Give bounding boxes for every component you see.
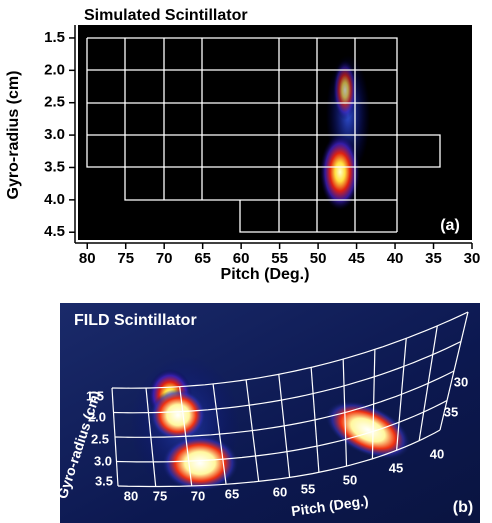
strike-map-line <box>111 387 119 487</box>
x-axis-title: Pitch (Deg.) <box>221 266 310 283</box>
panel-label: (a) <box>440 217 460 234</box>
radius-label: 1.5 <box>86 388 104 403</box>
signal-blob <box>162 435 238 491</box>
x-tick-label: 45 <box>348 250 365 267</box>
strike-map-line <box>212 383 227 485</box>
strike-map-line <box>113 340 462 414</box>
strike-map-line <box>116 399 448 463</box>
pitch-label: 55 <box>301 481 315 496</box>
x-tick-label: 50 <box>310 250 327 267</box>
y-tick-label: 4.0 <box>44 191 65 208</box>
x-tick-label: 70 <box>156 250 173 267</box>
pitch-label: 65 <box>225 486 239 501</box>
y-tick-label: 2.0 <box>44 61 65 78</box>
signal-blob <box>325 401 411 459</box>
strike-map-line <box>439 311 469 431</box>
y-tick-label: 3.5 <box>44 158 65 175</box>
y-tick-label: 1.5 <box>44 29 65 46</box>
strike-map-line <box>114 370 455 438</box>
strike-map-line <box>245 379 260 482</box>
strike-map-line <box>418 325 438 441</box>
pitch-label: 45 <box>389 460 403 475</box>
strike-map <box>86 37 441 233</box>
pitch-label: 40 <box>430 446 444 461</box>
pitch-label: 80 <box>124 488 138 503</box>
pitch-label: 60 <box>273 484 287 499</box>
strike-map <box>111 311 469 488</box>
pitch-label: 35 <box>444 404 458 419</box>
strike-map-line <box>310 367 320 473</box>
radius-label: 2.5 <box>91 431 109 446</box>
panel-label: (b) <box>453 499 473 516</box>
strike-map-line <box>396 338 407 451</box>
radius-label: 2.0 <box>88 409 106 424</box>
pitch-label: 70 <box>191 488 205 503</box>
x-tick-label: 40 <box>387 250 404 267</box>
radius-label: 3.0 <box>94 453 112 468</box>
plot-area <box>78 25 472 240</box>
x-tick-label: 60 <box>233 250 250 267</box>
x-tick-label: 30 <box>464 250 481 267</box>
strike-map-line <box>371 349 376 459</box>
x-tick-label: 65 <box>194 250 211 267</box>
x-tick-label: 55 <box>271 250 288 267</box>
strike-map-line <box>117 429 441 488</box>
strike-map-line <box>145 387 157 487</box>
x-tick-label: 75 <box>117 250 134 267</box>
x-tick-label: 80 <box>79 250 96 267</box>
radius-label: 3.5 <box>95 473 113 488</box>
x-tick-label: 35 <box>425 250 442 267</box>
pitch-label: 50 <box>343 472 357 487</box>
pitch-label: 30 <box>454 374 468 389</box>
strike-map-line <box>179 386 193 487</box>
y-tick-label: 4.5 <box>44 223 65 240</box>
chart-title: Simulated Scintillator <box>84 7 248 24</box>
y-tick-label: 3.0 <box>44 126 65 143</box>
strike-map-outline <box>86 37 441 233</box>
strike-map-line <box>278 374 291 478</box>
signal-blob <box>150 389 206 441</box>
pitch-label: 75 <box>153 488 167 503</box>
strike-map-line <box>111 311 469 389</box>
strike-map-line <box>342 359 348 467</box>
signal-blob <box>333 60 357 120</box>
signal-blob <box>320 134 360 210</box>
y-tick-label: 2.5 <box>44 94 65 111</box>
y-axis-title: Gyro-radius (cm) <box>5 71 22 200</box>
strike-map-lines <box>87 38 397 232</box>
chart-title: FILD Scintillator <box>74 312 197 329</box>
